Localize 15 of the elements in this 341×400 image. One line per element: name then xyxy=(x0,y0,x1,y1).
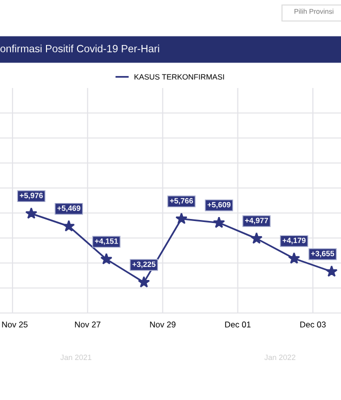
point xyxy=(100,252,112,264)
point xyxy=(288,252,300,264)
point xyxy=(213,216,225,228)
point xyxy=(62,220,75,232)
point xyxy=(250,232,263,244)
point xyxy=(175,212,188,224)
point xyxy=(326,265,338,277)
chart-title: onfirmasi Positif Covid-19 Per-Hari xyxy=(0,44,160,52)
x-tick-label: Nov 25 xyxy=(2,322,28,328)
x-tick-label: Dec 01 xyxy=(225,322,251,328)
point xyxy=(138,276,150,288)
x-tick-label: Nov 29 xyxy=(150,322,176,328)
point xyxy=(25,207,38,219)
x-tick-label: Nov 27 xyxy=(75,322,100,328)
x-tick-label: Dec 03 xyxy=(300,322,326,328)
